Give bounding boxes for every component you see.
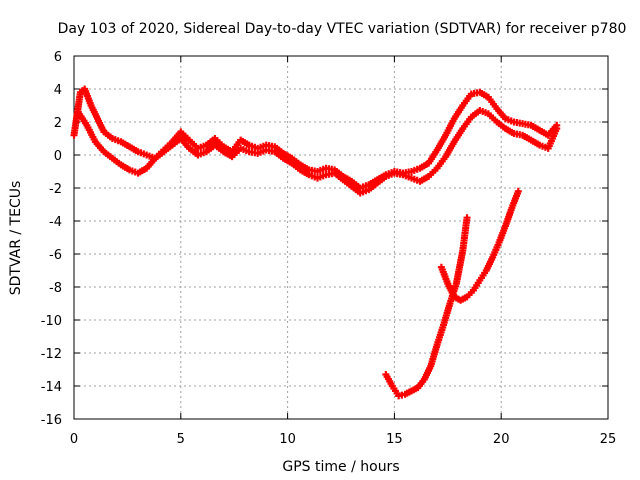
y-tick-label: 6 xyxy=(54,50,62,65)
y-tick-label: 4 xyxy=(54,83,62,98)
y-tick-label: -14 xyxy=(41,380,62,395)
x-tick-label: 25 xyxy=(600,432,617,447)
chart-title: Day 103 of 2020, Sidereal Day-to-day VTE… xyxy=(58,21,627,37)
x-tick-label: 20 xyxy=(493,432,510,447)
data-point-series-3 xyxy=(463,214,471,222)
plot-frame xyxy=(73,55,609,420)
x-axis-label: GPS time / hours xyxy=(282,459,399,475)
y-tick-label: -16 xyxy=(41,413,62,428)
x-tick-label: 15 xyxy=(386,432,403,447)
data-point-series-4 xyxy=(514,187,522,195)
y-tick-label: 2 xyxy=(54,116,62,131)
y-tick-label: 0 xyxy=(54,149,62,164)
data-point-series-2 xyxy=(553,125,561,133)
x-tick-label: 5 xyxy=(177,432,185,447)
y-tick-label: -4 xyxy=(49,215,62,230)
data-points xyxy=(70,85,561,400)
x-tick-label: 10 xyxy=(279,432,296,447)
x-tick-label: 0 xyxy=(70,432,78,447)
grid xyxy=(74,56,608,419)
y-tick-label: -10 xyxy=(41,314,62,329)
y-axis-label: SDTVAR / TECUs xyxy=(8,181,24,296)
y-tick-label: -8 xyxy=(49,281,62,296)
y-tick-label: -6 xyxy=(49,248,62,263)
y-tick-label: -12 xyxy=(41,347,62,362)
y-tick-label: -2 xyxy=(49,182,62,197)
